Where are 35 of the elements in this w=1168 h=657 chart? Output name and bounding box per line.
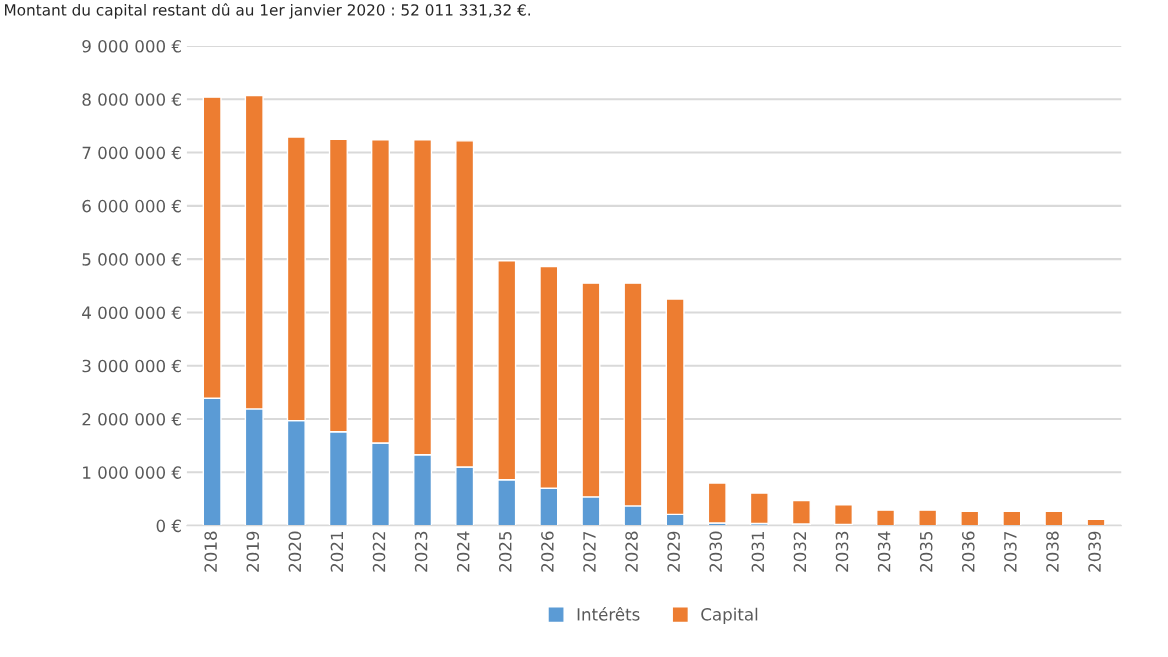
y-tick-label: 3 000 000 € (82, 359, 181, 373)
y-tick-label: 8 000 000 € (82, 93, 181, 106)
y-tick-label: 4 000 000 € (82, 306, 181, 320)
x-tick-label: 2019 (246, 531, 260, 572)
x-tick-label: 2030 (709, 531, 723, 572)
x-tick-label: 2018 (204, 531, 217, 572)
x-tick-label: 2023 (414, 531, 428, 572)
x-tick-label: 2035 (919, 531, 933, 572)
x-tick-label: 2039 (1088, 531, 1101, 572)
x-tick-label: 2026 (541, 531, 554, 572)
x-tick-label: 2033 (835, 531, 849, 572)
x-tick-label: 2031 (751, 532, 765, 572)
x-tick-label: 2037 (1004, 531, 1017, 572)
x-tick-label: 2034 (877, 531, 891, 572)
x-tick-label: 2022 (372, 532, 386, 572)
x-tick-label: 2032 (793, 532, 807, 572)
y-tick-label: 0 € (156, 519, 181, 533)
x-tick-label: 2021 (330, 532, 344, 572)
x-tick-label: 2036 (961, 531, 975, 572)
text: Montant du capital restant dû au 1er janvier 2020 : 52 011 331,32 €. (5, 3, 530, 19)
y-tick-label: 6 000 000 € (82, 199, 181, 213)
x-tick-label: 2027 (583, 531, 596, 572)
x-tick-label: 2020 (288, 531, 302, 572)
y-tick-label: 1 000 000 € (83, 466, 181, 479)
y-tick-label: 5 000 000 € (82, 253, 181, 266)
legend-label: Capital (701, 607, 758, 624)
x-tick-label: 2028 (625, 531, 638, 572)
x-tick-label: 2029 (667, 531, 680, 572)
x-tick-label: 2025 (498, 531, 512, 572)
y-tick-label: 2 000 000 € (82, 412, 181, 426)
legend-label: Intérêts (577, 607, 640, 621)
x-tick-label: 2038 (1046, 531, 1059, 572)
y-tick-label: 9 000 000 € (82, 39, 181, 53)
y-tick-label: 7 000 000 € (82, 146, 181, 160)
x-tick-label: 2024 (456, 531, 470, 572)
